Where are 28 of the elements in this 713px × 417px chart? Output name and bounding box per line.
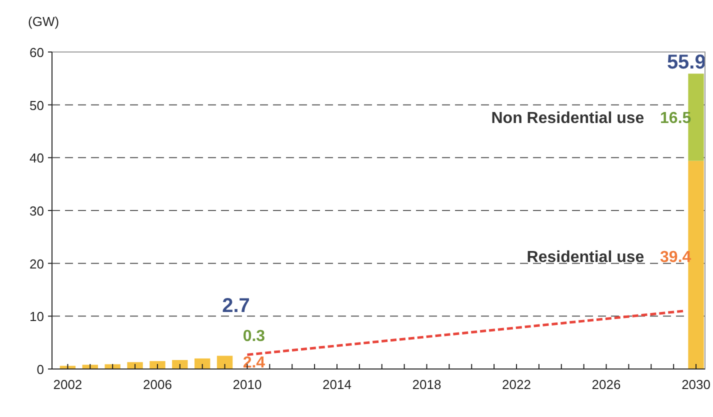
y-tick-label: 0: [36, 362, 44, 377]
y-tick-label: 40: [30, 150, 44, 166]
x-tick-label: 2010: [232, 377, 262, 392]
y-tick-label: 60: [30, 45, 44, 60]
total-label: 55.9: [666, 52, 706, 74]
annotation: 0.3: [242, 328, 266, 345]
x-tick-label: 2006: [143, 377, 172, 392]
y-tick-label: 20: [30, 256, 44, 272]
x-tick-label: 2002: [53, 377, 82, 392]
x-tick-label: 2014: [322, 377, 352, 392]
bar: [216, 356, 233, 369]
annotation: 2.7: [222, 294, 250, 317]
bar: [104, 364, 120, 369]
bar: [194, 358, 210, 369]
y-tick-label: 30: [30, 204, 44, 218]
annotation: 2.4: [242, 354, 266, 372]
x-tick-label: 2030: [682, 377, 710, 392]
x-tick-label: 2026: [592, 377, 621, 392]
y-axis-title: (GW): [28, 14, 60, 29]
bar: [127, 362, 143, 369]
bar: [150, 361, 166, 369]
y-tick-label: 50: [30, 98, 44, 113]
text: Residential use: [526, 248, 644, 266]
x-tick-label: 2022: [502, 377, 531, 392]
text: Non Residential use: [491, 110, 644, 128]
y-tick-label: 10: [30, 309, 44, 324]
bar: [172, 360, 188, 369]
x-tick-label: 2018: [412, 377, 442, 392]
